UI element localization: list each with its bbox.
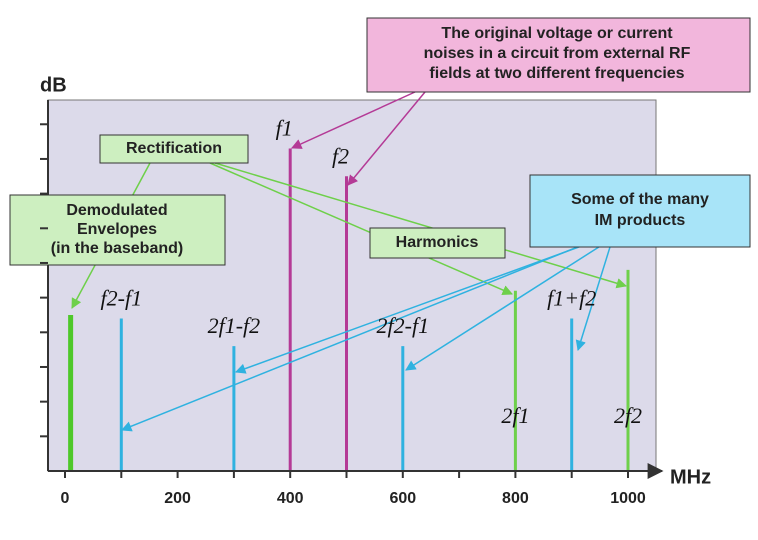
annotation-text: Rectification — [126, 140, 222, 157]
x-tick-label: 800 — [502, 490, 529, 507]
line-label: f2-f1 — [101, 285, 143, 310]
annotation-box — [369, 227, 506, 259]
annotation-text: fields at two different frequencies — [429, 65, 684, 82]
annotation-text: Demodulated — [66, 202, 167, 219]
line-label: 2f1-f2 — [208, 313, 261, 338]
line-label: f1+f2 — [547, 285, 596, 310]
x-tick-label: 600 — [389, 490, 416, 507]
annotation-box — [529, 174, 751, 248]
x-tick-label: 0 — [61, 490, 70, 507]
annotation-text: Harmonics — [396, 234, 479, 251]
arrows — [71, 91, 628, 432]
annotation-text: The original voltage or current — [441, 25, 673, 42]
annotation-box — [366, 17, 751, 93]
annotation-box — [99, 134, 249, 164]
line-label: f1 — [276, 116, 293, 141]
x-tick-label: 400 — [277, 490, 304, 507]
line-label: 2f2 — [614, 403, 642, 428]
annotation-text: Envelopes — [77, 221, 157, 238]
line-label: 2f2-f1 — [377, 313, 430, 338]
annotation-text: noises in a circuit from external RF — [424, 45, 691, 62]
annotation-text: Some of the many — [571, 191, 709, 208]
line-label: 2f1 — [501, 403, 529, 428]
annotation-box — [9, 194, 226, 266]
annotation-text: (in the baseband) — [51, 240, 183, 257]
x-tick-label: 200 — [164, 490, 191, 507]
annotation-text: IM products — [595, 212, 686, 229]
y-axis-label: dB — [40, 74, 67, 96]
x-axis-label: MHz — [670, 466, 711, 488]
line-label: f2 — [332, 143, 349, 168]
x-tick-label: 1000 — [610, 490, 646, 507]
